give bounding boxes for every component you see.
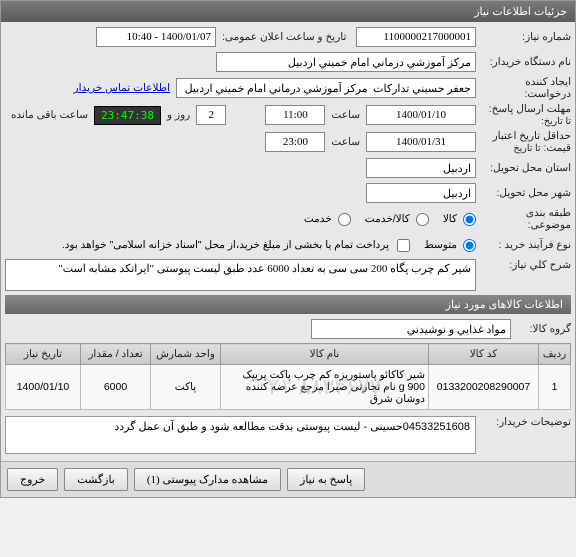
buyer-notes-box[interactable]: 04533251608حسینی - لیست پیوستی بدقت مطال… [5, 416, 476, 454]
category-goods-service-radio[interactable] [416, 213, 429, 226]
days-remaining-field [196, 105, 226, 125]
city-label: شهر محل تحویل: [476, 187, 571, 199]
requirement-details-window: جزئیات اطلاعات نیاز شماره نیاز: تاریخ و … [0, 0, 576, 498]
creator-label: ایجاد کننده درخواست: [476, 76, 571, 100]
category-service-label: خدمت [304, 213, 332, 225]
col-row: ردیف [539, 344, 571, 365]
countdown-timer: 23:47:38 [94, 106, 161, 125]
cell-code: 0133200208290007 [429, 365, 539, 410]
buyer-name-field[interactable] [216, 52, 476, 72]
buyer-notes-label: توضیحات خریدار: [476, 416, 571, 428]
announce-date-label: تاریخ و ساعت اعلان عمومی: [216, 31, 356, 43]
table-header-row: ردیف کد کالا نام کالا واحد شمارش تعداد /… [6, 344, 571, 365]
purchase-type-group: متوسط پرداخت تمام یا بخشی از مبلغ خرید،ا… [62, 239, 476, 252]
items-section-header: اطلاعات کالاهای مورد نیاز [5, 295, 571, 314]
category-radio-group: کالا کالا/خدمت خدمت [294, 213, 476, 226]
purchase-medium-label: متوسط [424, 239, 457, 251]
deadline-time-field[interactable] [265, 105, 325, 125]
time-label-2: ساعت [325, 136, 366, 148]
buyer-name-label: نام دستگاه خریدار: [476, 56, 571, 68]
city-field[interactable] [366, 183, 476, 203]
overview-field[interactable]: شیر کم چرب پگاه 200 سی سی به تعداد 6000 … [5, 259, 476, 291]
deadline-date-field[interactable] [366, 105, 476, 125]
reply-button[interactable]: پاسخ به نیاز [287, 468, 365, 491]
cell-name: شیر کاکائو پاستوریزه کم چرب پاکت پریپک 9… [221, 365, 429, 410]
category-goods-service-label: کالا/خدمت [365, 213, 410, 225]
exit-button[interactable]: خروج [7, 468, 58, 491]
overview-label: شرح کلي نیاز: [476, 259, 571, 271]
province-field[interactable] [366, 158, 476, 178]
treasury-payment-note: پرداخت تمام یا بخشی از مبلغ خرید،از محل … [62, 239, 389, 251]
col-qty: تعداد / مقدار [81, 344, 151, 365]
col-code: کد کالا [429, 344, 539, 365]
province-label: استان محل تحویل: [476, 162, 571, 174]
validity-label: حداقل تاریخ اعتبار قیمت: تا تاریخ [476, 130, 571, 154]
button-bar: پاسخ به نیاز مشاهده مدارک پیوستی (1) باز… [1, 461, 575, 497]
need-number-label: شماره نیاز: [476, 31, 571, 43]
cell-date: 1400/01/10 [6, 365, 81, 410]
category-label: طبقه بندی موضوعی: [476, 207, 571, 231]
deadline-label: مهلت ارسال پاسخ:تا تاریخ: [476, 103, 571, 127]
items-table: ردیف کد کالا نام کالا واحد شمارش تعداد /… [5, 343, 571, 410]
col-unit: واحد شمارش [151, 344, 221, 365]
category-goods-radio[interactable] [463, 213, 476, 226]
category-goods-label: کالا [443, 213, 457, 225]
group-field[interactable] [311, 319, 511, 339]
validity-time-field[interactable] [265, 132, 325, 152]
cell-unit: پاکت [151, 365, 221, 410]
need-number-field[interactable] [356, 27, 476, 47]
validity-date-field[interactable] [366, 132, 476, 152]
col-name: نام کالا [221, 344, 429, 365]
table-row[interactable]: 1 0133200208290007 شیر کاکائو پاستوریزه … [6, 365, 571, 410]
purchase-medium-radio[interactable] [463, 239, 476, 252]
window-title: جزئیات اطلاعات نیاز [474, 6, 567, 18]
time-label-1: ساعت [325, 109, 366, 121]
cell-qty: 6000 [81, 365, 151, 410]
buyer-contact-link[interactable]: اطلاعات تماس خریدار [74, 82, 170, 94]
remain-label: ساعت باقی مانده [5, 109, 94, 121]
creator-field[interactable] [176, 78, 476, 98]
purchase-type-label: نوع فرآیند خرید : [476, 239, 571, 251]
announce-date-field[interactable] [96, 27, 216, 47]
window-titlebar: جزئیات اطلاعات نیاز [1, 1, 575, 22]
days-label: روز و [161, 109, 196, 121]
group-label: گروه کالا: [511, 323, 571, 335]
treasury-payment-checkbox[interactable] [397, 239, 410, 252]
category-service-radio[interactable] [338, 213, 351, 226]
form-area: شماره نیاز: تاریخ و ساعت اعلان عمومی: نا… [1, 22, 575, 461]
view-attachments-button[interactable]: مشاهده مدارک پیوستی (1) [134, 468, 281, 491]
cell-row: 1 [539, 365, 571, 410]
back-button[interactable]: بازگشت [64, 468, 128, 491]
col-date: تاریخ نیاز [6, 344, 81, 365]
